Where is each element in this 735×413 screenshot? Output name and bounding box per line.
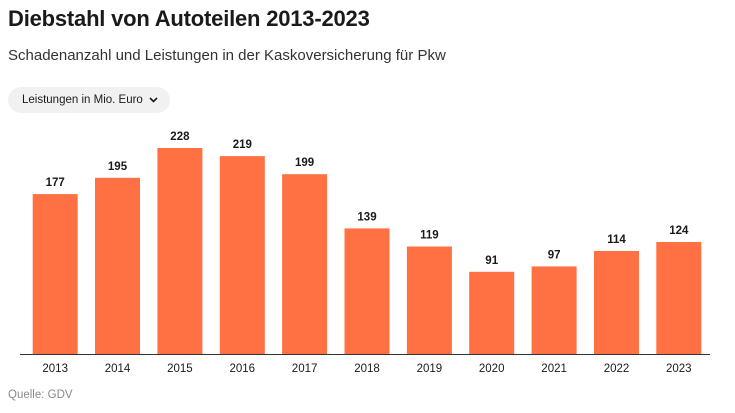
x-tick-label-2018: 2018 (354, 363, 380, 375)
bar-2019 (406, 246, 452, 354)
x-tick-label-2013: 2013 (42, 363, 68, 375)
data-label-2019: 119 (420, 230, 439, 242)
bar-2020 (469, 271, 515, 354)
bar-2021 (531, 266, 577, 354)
bar-2015 (157, 148, 203, 354)
bar-2016 (219, 156, 265, 354)
metric-dropdown-label: Leistungen in Mio. Euro (22, 94, 143, 106)
data-label-2022: 114 (607, 234, 626, 246)
data-label-2016: 219 (233, 139, 252, 151)
data-label-2013: 177 (46, 177, 65, 189)
bar-2017 (282, 174, 328, 354)
data-label-2021: 97 (548, 249, 561, 261)
data-label-2023: 124 (669, 225, 689, 237)
chevron-down-icon (149, 97, 158, 103)
x-tick-label-2016: 2016 (230, 363, 256, 375)
bar-2013 (32, 194, 78, 354)
bar-2023 (656, 242, 702, 354)
data-label-2020: 91 (485, 255, 498, 267)
bar-chart: 177 2013 195 2014 228 2015 219 2016 199 2017 139 20… (20, 131, 710, 375)
x-tick-label-2014: 2014 (105, 363, 131, 375)
data-label-2018: 139 (357, 211, 376, 223)
bar-2018 (344, 228, 390, 354)
data-label-2017: 199 (295, 157, 314, 169)
x-tick-label-2015: 2015 (167, 363, 193, 375)
bar-2022 (594, 251, 639, 354)
x-tick-label-2017: 2017 (292, 363, 318, 375)
data-label-2015: 228 (170, 131, 190, 143)
source-note: Quelle: GDV (8, 389, 73, 401)
chart-title: Diebstahl von Autoteilen 2013-2023 (8, 6, 370, 31)
bar-2014 (95, 177, 140, 354)
x-tick-label-2023: 2023 (666, 363, 692, 375)
data-label-2014: 195 (108, 161, 128, 173)
x-tick-label-2022: 2022 (604, 363, 630, 375)
chart-subtitle: Schadenanzahl und Leistungen in der Kask… (8, 47, 446, 64)
metric-dropdown[interactable]: Leistungen in Mio. Euro (8, 87, 170, 113)
x-tick-label-2020: 2020 (479, 363, 505, 375)
x-tick-label-2019: 2019 (417, 363, 443, 375)
x-tick-label-2021: 2021 (541, 363, 567, 375)
